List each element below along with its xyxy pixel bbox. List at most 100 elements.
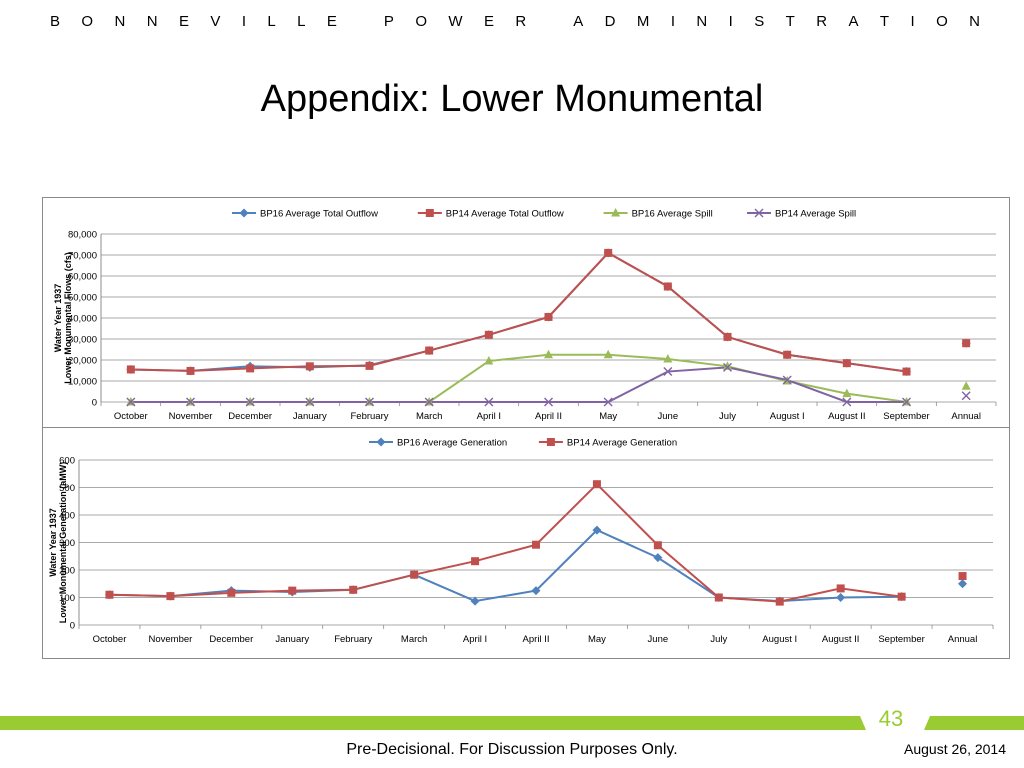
footer-note: Pre-Decisional. For Discussion Purposes … — [346, 741, 678, 758]
y-tick-label: 20,000 — [68, 356, 97, 367]
legend-label: BP14 Average Total Outflow — [446, 209, 564, 220]
data-point-1 — [723, 332, 732, 341]
data-point-1 — [532, 540, 540, 549]
data-point-3 — [544, 397, 553, 407]
org-letter: O — [81, 13, 94, 30]
data-point-1 — [227, 588, 236, 597]
legend-marker — [376, 437, 386, 447]
data-point-1 — [186, 366, 195, 375]
y-tick-label: 80,000 — [68, 230, 97, 241]
org-letter: E — [179, 13, 190, 30]
x-tick-label: February — [350, 411, 388, 422]
data-point-1 — [775, 597, 784, 606]
y-tick-label: 30,000 — [68, 335, 97, 346]
series-line-1 — [109, 482, 902, 603]
data-point-1 — [958, 572, 967, 581]
org-letter: E — [484, 13, 495, 30]
legend-marker — [611, 208, 621, 217]
data-point-3 — [245, 397, 255, 407]
page-title: Appendix: Lower Monumental — [260, 78, 764, 120]
data-point-3 — [186, 397, 195, 407]
data-point-1 — [783, 350, 792, 359]
x-tick-label: Annual — [951, 411, 981, 422]
y-axis-label: Water Year 1937Lower Monumental Flows (c… — [53, 252, 73, 384]
x-tick-label: November — [169, 411, 213, 422]
data-point-3 — [365, 397, 374, 407]
y-tick-label: 100 — [59, 593, 75, 604]
data-point-3 — [723, 362, 732, 372]
org-letter: I — [728, 13, 733, 30]
x-tick-label: August II — [828, 411, 866, 422]
data-point-1 — [410, 570, 419, 579]
data-point-1 — [349, 585, 358, 594]
data-point-2 — [663, 353, 673, 363]
x-tick-label: April II — [535, 411, 562, 422]
y-tick-label: 500 — [59, 483, 75, 494]
footer-band — [0, 716, 1024, 730]
data-point-1 — [471, 557, 480, 566]
data-point-3 — [424, 397, 434, 407]
data-point-3 — [603, 397, 613, 407]
data-point-1 — [484, 330, 493, 339]
y-tick-label: 10,000 — [68, 377, 97, 388]
flows-chart: 0 10,000 20,000 30,000 40,000 50,000 60,000 70,… — [53, 208, 997, 422]
data-point-0 — [653, 553, 663, 563]
x-tick-label: October — [114, 411, 148, 422]
org-letter: T — [879, 13, 890, 30]
data-point-1 — [902, 367, 911, 376]
data-point-1 — [604, 248, 613, 257]
footer-date: August 26, 2014 — [904, 741, 1006, 757]
y-axis-label: Water Year 1937Lower Monumental Generati… — [48, 462, 68, 624]
x-tick-label: May — [588, 634, 606, 645]
org-letter: L — [267, 13, 276, 30]
generation-chart: 0 100 200 300 400 500 600 October November Decemb… — [48, 437, 994, 645]
data-point-1 — [425, 346, 434, 355]
org-letter: O — [936, 13, 948, 30]
x-tick-label: November — [148, 634, 192, 645]
chart-frame: 0 10,000 20,000 30,000 40,000 50,000 60,000 70,… — [42, 197, 1010, 659]
org-letter: N — [969, 13, 980, 30]
org-letter: T — [785, 13, 795, 30]
org-letter: A — [573, 13, 584, 30]
org-letter: O — [415, 13, 428, 30]
data-point-0 — [836, 593, 846, 602]
y-tick-label: 50,000 — [68, 293, 97, 304]
legend-marker — [754, 208, 764, 218]
org-letter: A — [848, 13, 859, 30]
x-tick-label: December — [228, 411, 272, 422]
org-letter: M — [636, 13, 650, 30]
x-tick-label: July — [710, 634, 727, 645]
data-point-1 — [126, 365, 135, 374]
data-point-1 — [836, 584, 845, 593]
data-point-3 — [782, 375, 792, 385]
y-tick-label: 200 — [59, 566, 75, 577]
data-point-3 — [961, 391, 971, 401]
data-point-1 — [365, 361, 374, 370]
x-tick-label: Annual — [948, 634, 978, 645]
data-point-0 — [592, 525, 602, 535]
org-letter: I — [670, 13, 675, 30]
data-point-3 — [902, 397, 911, 407]
data-point-3 — [663, 367, 673, 377]
x-tick-label: January — [293, 411, 327, 422]
legend-label: BP16 Average Spill — [632, 209, 713, 220]
legend-marker — [239, 208, 249, 218]
series-line-2 — [130, 353, 907, 403]
data-point-1 — [166, 592, 175, 601]
org-letter: I — [241, 13, 247, 30]
x-tick-label: August I — [770, 411, 805, 422]
x-tick-label: September — [878, 634, 924, 645]
data-point-1 — [544, 312, 553, 321]
y-tick-label: 400 — [59, 511, 75, 522]
x-tick-label: August II — [822, 634, 860, 645]
data-point-2 — [603, 349, 613, 359]
data-point-0 — [531, 586, 541, 596]
data-point-1 — [288, 586, 297, 595]
data-point-3 — [126, 397, 136, 407]
chart-divider — [43, 427, 1009, 428]
data-point-0 — [470, 596, 480, 606]
data-point-1 — [714, 593, 723, 602]
legend-marker — [546, 438, 555, 446]
x-tick-label: April I — [477, 411, 501, 422]
data-point-1 — [653, 541, 662, 550]
